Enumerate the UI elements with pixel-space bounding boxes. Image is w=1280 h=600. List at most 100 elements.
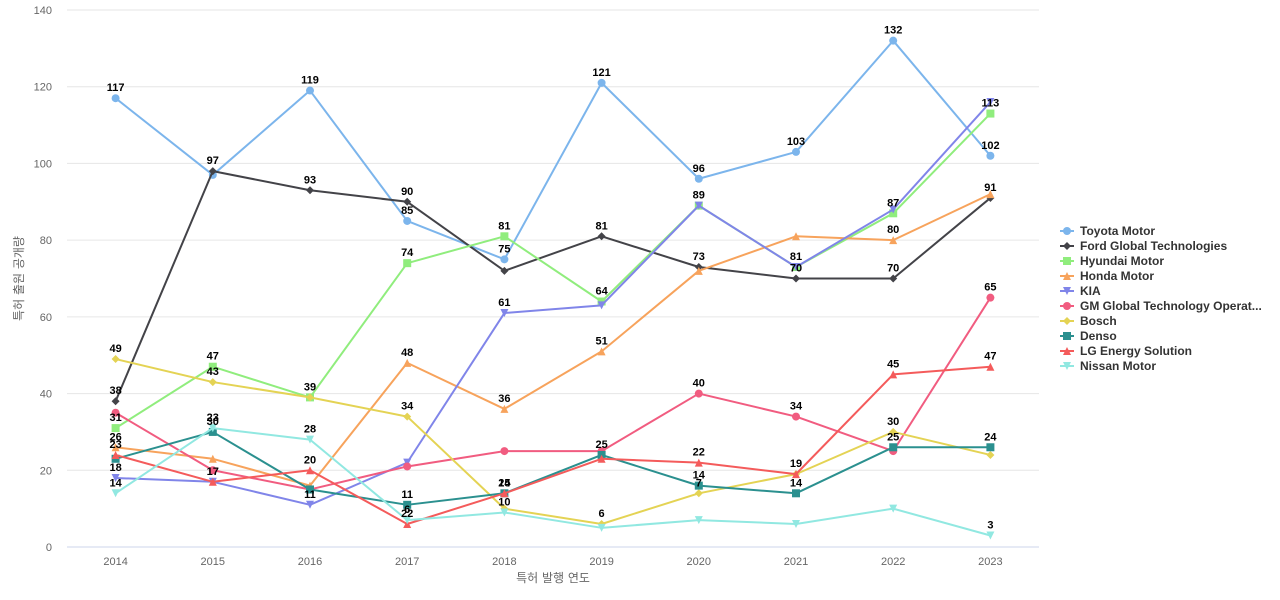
data-point-hyundai-motor[interactable] xyxy=(208,362,217,371)
legend-item-ford-global-technologies[interactable]: Ford Global Technologies xyxy=(1060,239,1227,253)
data-point-nissan-motor[interactable] xyxy=(403,516,412,525)
data-point-bosch[interactable] xyxy=(403,412,412,421)
legend-item-kia[interactable]: KIA xyxy=(1060,284,1101,298)
data-point-honda-motor[interactable] xyxy=(792,232,800,241)
data-point-honda-motor[interactable] xyxy=(111,443,120,452)
data-point-kia[interactable] xyxy=(694,201,703,210)
data-point-bosch[interactable] xyxy=(208,378,217,387)
data-point-lg-energy-solution[interactable] xyxy=(986,362,995,371)
data-point-denso[interactable] xyxy=(889,443,898,452)
data-point-bosch[interactable] xyxy=(111,355,120,364)
data-point-ford-global-technologies[interactable] xyxy=(792,274,800,283)
legend-item-hyundai-motor[interactable]: Hyundai Motor xyxy=(1060,254,1164,268)
data-point-hyundai-motor[interactable] xyxy=(403,259,412,268)
legend-item-nissan-motor[interactable]: Nissan Motor xyxy=(1060,359,1156,373)
data-point-bosch[interactable] xyxy=(986,450,995,459)
data-point-denso[interactable] xyxy=(403,500,412,509)
data-point-honda-motor[interactable] xyxy=(500,404,509,413)
data-label: 25 xyxy=(498,477,510,489)
data-point-ford-global-technologies[interactable] xyxy=(597,232,606,241)
data-label: 22 xyxy=(693,447,705,459)
legend-item-honda-motor[interactable]: Honda Motor xyxy=(1060,269,1154,283)
legend-item-toyota-motor[interactable]: Toyota Motor xyxy=(1060,224,1155,238)
data-label: 85 xyxy=(401,205,413,217)
y-tick-label: 120 xyxy=(34,82,52,94)
data-point-nissan-motor[interactable] xyxy=(111,489,120,498)
data-point-honda-motor[interactable] xyxy=(597,347,606,356)
data-point-toyota-motor[interactable] xyxy=(889,36,898,45)
data-point-gm-global-technology-operat[interactable] xyxy=(208,466,217,475)
data-point-ford-global-technologies[interactable] xyxy=(403,197,412,206)
data-point-nissan-motor[interactable] xyxy=(306,435,314,444)
data-point-kia[interactable] xyxy=(306,500,314,509)
legend-marker-swatch xyxy=(1063,257,1071,265)
data-point-toyota-motor[interactable] xyxy=(986,151,995,160)
series-line-nissan-motor xyxy=(114,427,992,537)
data-point-denso[interactable] xyxy=(986,443,995,452)
data-point-toyota-motor[interactable] xyxy=(792,147,800,156)
data-point-gm-global-technology-operat[interactable] xyxy=(694,389,703,398)
data-label: 47 xyxy=(984,351,996,363)
data-label: 14 xyxy=(693,470,706,482)
data-point-kia[interactable] xyxy=(889,205,898,214)
data-point-honda-motor[interactable] xyxy=(694,266,703,275)
data-point-honda-motor[interactable] xyxy=(208,454,217,463)
data-point-bosch[interactable] xyxy=(889,427,898,436)
data-point-nissan-motor[interactable] xyxy=(889,504,898,513)
data-point-ford-global-technologies[interactable] xyxy=(500,266,509,275)
data-point-hyundai-motor[interactable] xyxy=(986,109,995,118)
data-point-gm-global-technology-operat[interactable] xyxy=(792,412,800,421)
data-point-lg-energy-solution[interactable] xyxy=(694,458,703,467)
data-point-nissan-motor[interactable] xyxy=(500,508,509,517)
data-point-gm-global-technology-operat[interactable] xyxy=(111,408,120,417)
legend-item-lg-energy-solution[interactable]: LG Energy Solution xyxy=(1060,344,1192,358)
data-point-ford-global-technologies[interactable] xyxy=(208,167,217,176)
data-point-toyota-motor[interactable] xyxy=(306,86,314,95)
data-point-hyundai-motor[interactable] xyxy=(500,232,509,241)
data-point-kia[interactable] xyxy=(986,98,995,107)
data-label: 64 xyxy=(595,286,608,298)
data-point-lg-energy-solution[interactable] xyxy=(500,489,509,498)
data-point-kia[interactable] xyxy=(597,301,606,310)
data-point-hyundai-motor[interactable] xyxy=(111,424,120,433)
data-point-honda-motor[interactable] xyxy=(889,236,898,245)
data-point-nissan-motor[interactable] xyxy=(694,516,703,525)
data-point-denso[interactable] xyxy=(694,481,703,490)
data-point-ford-global-technologies[interactable] xyxy=(111,397,120,406)
data-point-kia[interactable] xyxy=(111,473,120,482)
data-point-toyota-motor[interactable] xyxy=(403,216,412,225)
legend-item-gm-global-technology-operat[interactable]: GM Global Technology Operat... xyxy=(1060,299,1262,313)
data-point-kia[interactable] xyxy=(792,262,800,271)
data-point-nissan-motor[interactable] xyxy=(792,519,800,528)
data-point-toyota-motor[interactable] xyxy=(694,174,703,183)
data-point-gm-global-technology-operat[interactable] xyxy=(500,447,509,456)
data-point-honda-motor[interactable] xyxy=(986,190,995,199)
data-point-bosch[interactable] xyxy=(306,393,314,402)
y-tick-label: 80 xyxy=(40,235,52,247)
data-point-kia[interactable] xyxy=(500,309,509,318)
data-point-gm-global-technology-operat[interactable] xyxy=(986,293,995,302)
legend-item-bosch[interactable]: Bosch xyxy=(1060,314,1117,328)
data-point-toyota-motor[interactable] xyxy=(500,255,509,264)
data-point-lg-energy-solution[interactable] xyxy=(111,450,120,459)
legend-item-denso[interactable]: Denso xyxy=(1060,329,1117,343)
data-point-nissan-motor[interactable] xyxy=(597,523,606,532)
data-point-ford-global-technologies[interactable] xyxy=(889,274,898,283)
data-point-toyota-motor[interactable] xyxy=(111,94,120,103)
data-point-honda-motor[interactable] xyxy=(403,358,412,367)
data-point-nissan-motor[interactable] xyxy=(208,424,217,433)
data-point-gm-global-technology-operat[interactable] xyxy=(403,462,412,471)
data-label: 36 xyxy=(498,393,510,405)
data-point-lg-energy-solution[interactable] xyxy=(889,370,898,379)
data-point-lg-energy-solution[interactable] xyxy=(306,466,314,475)
data-label: 49 xyxy=(109,343,121,355)
data-point-lg-energy-solution[interactable] xyxy=(597,454,606,463)
data-point-toyota-motor[interactable] xyxy=(597,78,606,87)
data-point-denso[interactable] xyxy=(792,489,800,498)
data-point-lg-energy-solution[interactable] xyxy=(208,477,217,486)
data-point-denso[interactable] xyxy=(306,485,314,494)
data-point-bosch[interactable] xyxy=(694,489,703,498)
data-point-nissan-motor[interactable] xyxy=(986,531,995,540)
data-point-lg-energy-solution[interactable] xyxy=(792,470,800,479)
data-point-ford-global-technologies[interactable] xyxy=(306,186,314,195)
